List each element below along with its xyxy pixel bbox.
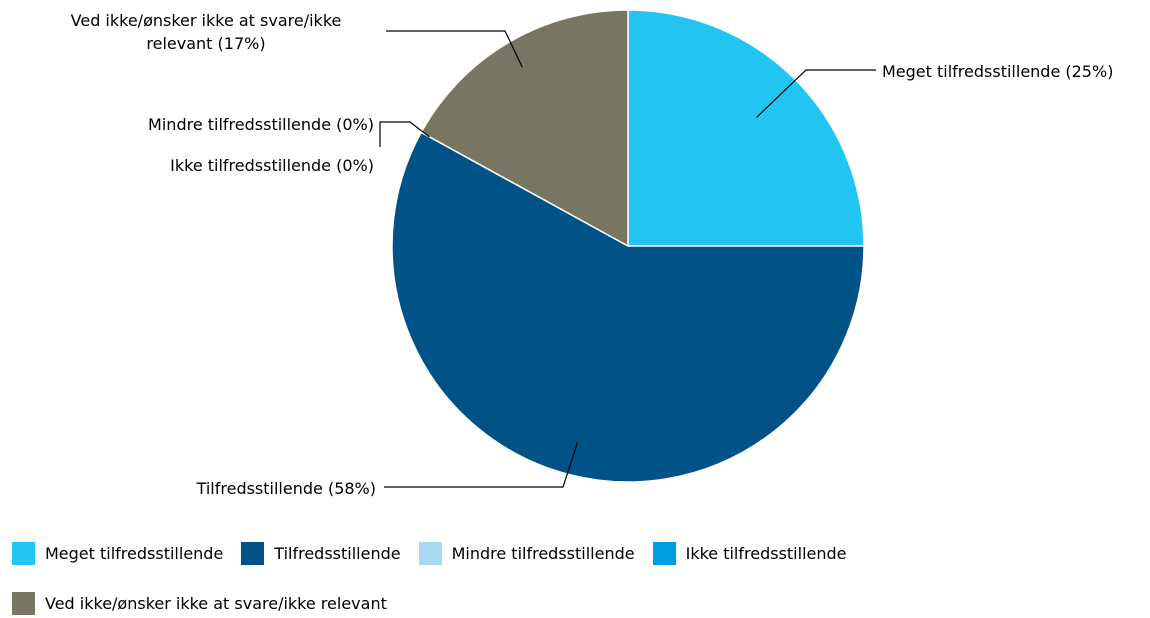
- legend-swatch: [652, 541, 676, 565]
- data-label-mindre: Mindre tilfredsstillende (0%): [148, 115, 374, 134]
- data-label-ved-ikke-line1: Ved ikke/ønsker ikke at svare/ikke: [71, 11, 342, 30]
- pie-chart: Meget tilfredsstillende (25%) Tilfredssti…: [71, 9, 1113, 498]
- legend-item-ved-ikke[interactable]: Ved ikke/ønsker ikke at svare/ikke relev…: [12, 588, 387, 618]
- legend-item-ikke[interactable]: Ikke tilfredsstillende: [652, 538, 847, 568]
- legend-swatch: [12, 541, 35, 565]
- data-label-ikke: Ikke tilfredsstillende (0%): [170, 156, 374, 175]
- legend-item-tilfredsstillende[interactable]: Tilfredsstillende: [241, 538, 401, 568]
- legend-label: Tilfredsstillende: [274, 543, 401, 563]
- legend-label: Ved ikke/ønsker ikke at svare/ikke relev…: [45, 593, 387, 613]
- leader-line-zero-slices: [379, 121, 430, 147]
- leader-line-tilfredsstillende: [384, 442, 579, 488]
- data-label-tilfredsstillende: Tilfredsstillende (58%): [196, 479, 376, 498]
- legend-swatch: [418, 541, 442, 565]
- legend-label: Mindre tilfredsstillende: [451, 543, 635, 563]
- leader-line-ved-ikke: [386, 30, 523, 68]
- leader-line-meget: [756, 69, 876, 118]
- chart-legend: Meget tilfredsstillende Tilfredsstillend…: [12, 538, 1142, 618]
- legend-swatch: [12, 591, 35, 615]
- data-label-ved-ikke-line2: relevant (17%): [146, 34, 265, 53]
- legend-item-meget[interactable]: Meget tilfredsstillende: [12, 538, 223, 568]
- pie-slice-tilfredsstillende[interactable]: [391, 131, 865, 483]
- pie-slice-meget-tilfredsstillende[interactable]: [627, 9, 865, 247]
- pie-slice-ved-ikke-nsker-ikke-at-svare-ikke-relevant[interactable]: [420, 9, 629, 248]
- legend-item-mindre[interactable]: Mindre tilfredsstillende: [418, 538, 635, 568]
- data-label-meget: Meget tilfredsstillende (25%): [882, 62, 1113, 81]
- legend-swatch: [241, 541, 265, 565]
- legend-label: Meget tilfredsstillende: [45, 543, 224, 563]
- legend-label: Ikke tilfredsstillende: [685, 543, 847, 563]
